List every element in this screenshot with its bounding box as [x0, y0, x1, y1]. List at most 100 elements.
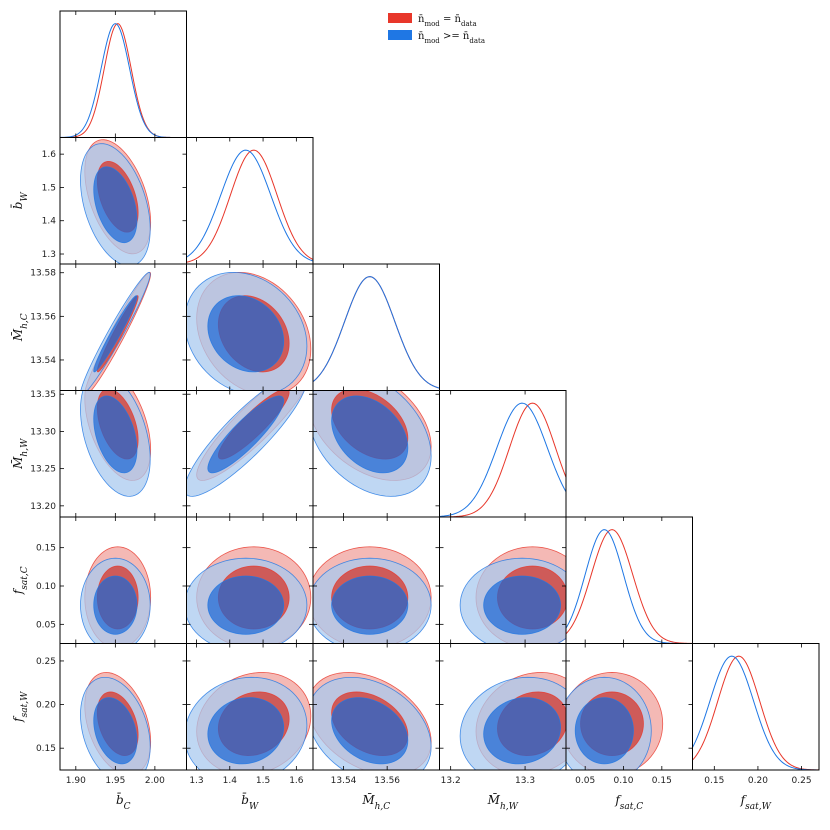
panel-fsatc-vs-fsatc — [565, 516, 693, 644]
x-tick-label-bc: 1.95 — [105, 776, 125, 786]
y-tick-label-fsatw: 0.20 — [36, 701, 56, 711]
x-tick-label-bc: 1.90 — [66, 776, 86, 786]
panel-bc-vs-bc — [59, 10, 187, 138]
legend-swatch-red — [388, 13, 412, 23]
marginal-curve-mhc-red — [313, 276, 440, 389]
x-tick-label-fsatw: 0.15 — [704, 776, 724, 786]
y-tick-label-mhc: 13.56 — [30, 312, 56, 322]
panel-bw-vs-bc — [59, 137, 187, 265]
x-tick-label-fsatc: 0.15 — [652, 776, 672, 786]
y-tick-label-bw: 1.4 — [42, 217, 57, 227]
contour-68-blue — [331, 395, 409, 474]
panel-mhw-vs-mhw — [439, 390, 567, 518]
legend-swatch-blue — [388, 30, 412, 40]
y-tick-label-bw: 1.6 — [42, 150, 57, 160]
x-tick-label-fsatw: 0.25 — [792, 776, 812, 786]
marginal-curve-mhw-red — [439, 402, 566, 517]
y-tick-label-fsatc: 0.10 — [36, 582, 56, 592]
y-tick-label-mhw: 13.25 — [30, 465, 56, 475]
legend: n̄mod = n̄data n̄mod >= n̄data — [388, 13, 485, 45]
contour-68-blue — [93, 166, 138, 244]
y-tick-label-mhc: 13.58 — [30, 269, 56, 279]
corner-panels — [59, 10, 820, 771]
panel-fsatw-vs-bc — [59, 643, 187, 771]
x-tick-label-fsatw: 0.20 — [748, 776, 768, 786]
y-tick-label-fsatw: 0.25 — [36, 657, 56, 667]
marginal-curve-fsatw-red — [692, 655, 819, 770]
panel-frame — [692, 643, 820, 771]
marginal-curve-fsatc-blue — [566, 529, 693, 644]
y-tick-label-fsatc: 0.15 — [36, 544, 56, 554]
panel-mhc-vs-mhc — [312, 263, 440, 391]
panel-fsatc-vs-mhw — [439, 516, 567, 644]
x-tick-label-fsatc: 0.10 — [613, 776, 633, 786]
x-tick-label-bc: 2.00 — [145, 776, 165, 786]
marginal-curve-mhw-blue — [439, 402, 566, 517]
contour-68-blue — [483, 575, 561, 635]
x-axis-label-mhw: M̄h,W — [487, 792, 519, 812]
x-axis-label-bw: b̄W — [241, 791, 259, 812]
marginal-curve-bw-red — [186, 149, 313, 263]
marginal-curve-bw-blue — [186, 149, 313, 262]
marginal-curve-bc-blue — [60, 23, 187, 138]
legend-entry-blue: n̄mod >= n̄data — [418, 31, 485, 45]
y-tick-label-bw: 1.3 — [42, 250, 56, 260]
panel-fsatw-vs-fsatc — [565, 643, 693, 771]
panel-fsatc-vs-bc — [59, 516, 187, 644]
x-axis-label-bc: b̄C — [116, 791, 131, 812]
panel-frame — [565, 516, 693, 644]
x-axis-label-fsatw: fsat,W — [740, 793, 772, 812]
x-tick-label-bw: 1.5 — [256, 776, 270, 786]
y-tick-label-mhw: 13.30 — [30, 427, 56, 437]
panel-fsatw-vs-bw — [186, 643, 314, 771]
panel-frame — [59, 10, 187, 138]
contour-68-blue — [93, 697, 138, 765]
contour-68-blue — [207, 295, 285, 373]
y-tick-label-fsatc: 0.05 — [36, 620, 56, 630]
y-tick-label-mhw: 13.20 — [30, 502, 56, 512]
x-tick-label-bw: 1.6 — [289, 776, 304, 786]
panel-mhw-vs-bc — [59, 390, 187, 518]
contour-68-blue — [93, 575, 138, 635]
contour-68-blue — [483, 697, 561, 765]
x-tick-label-mhc: 13.56 — [374, 776, 400, 786]
y-tick-label-bw: 1.5 — [42, 183, 56, 193]
panel-frame — [439, 390, 567, 518]
panel-bw-vs-bw — [186, 137, 314, 265]
contour-68-blue — [207, 575, 285, 635]
x-axis-label-fsatc: fsat,C — [614, 793, 643, 812]
x-tick-label-mhw: 13.3 — [515, 776, 535, 786]
y-tick-label-mhc: 13.54 — [30, 356, 56, 366]
marginal-curve-fsatc-red — [566, 529, 693, 644]
x-tick-label-mhc: 13.54 — [331, 776, 357, 786]
panel-mhw-vs-bw — [186, 390, 314, 518]
y-axis-label-mhc: M̄h,C — [10, 313, 30, 342]
y-axis-label-fsatc: fsat,C — [11, 566, 30, 595]
contour-68-blue — [207, 395, 285, 474]
panel-fsatw-vs-mhc — [312, 643, 440, 771]
axis-labels: 1.90 1.95 2.00 b̄C 1.3 1.4 1.5 1.6 b̄W 13.54 13.56… — [9, 150, 811, 812]
contour-68-blue — [331, 575, 409, 635]
y-tick-label-mhw: 13.35 — [30, 390, 56, 400]
y-tick-label-fsatw: 0.15 — [36, 744, 56, 754]
panel-fsatw-vs-mhw — [439, 643, 567, 771]
y-axis-label-mhw: M̄h,W — [10, 438, 30, 470]
panel-fsatc-vs-mhc — [312, 516, 440, 644]
x-tick-label-fsatc: 0.05 — [575, 776, 595, 786]
contour-68-blue — [207, 697, 285, 765]
panel-mhc-vs-bw — [186, 263, 314, 391]
legend-entry-red: n̄mod = n̄data — [418, 14, 477, 28]
panel-mhw-vs-mhc — [312, 390, 440, 518]
panel-fsatc-vs-bw — [186, 516, 314, 644]
contour-68-blue — [93, 295, 138, 373]
marginal-curve-fsatw-blue — [692, 655, 819, 770]
marginal-curve-mhc-blue — [313, 276, 440, 389]
contour-68-blue — [331, 697, 409, 765]
panel-frame — [186, 137, 314, 265]
contour-68-blue — [93, 395, 138, 474]
x-tick-label-mhw: 13.2 — [441, 776, 461, 786]
panel-frame — [312, 263, 440, 391]
x-tick-label-bw: 1.4 — [223, 776, 238, 786]
y-axis-label-bw: b̄W — [9, 192, 30, 210]
